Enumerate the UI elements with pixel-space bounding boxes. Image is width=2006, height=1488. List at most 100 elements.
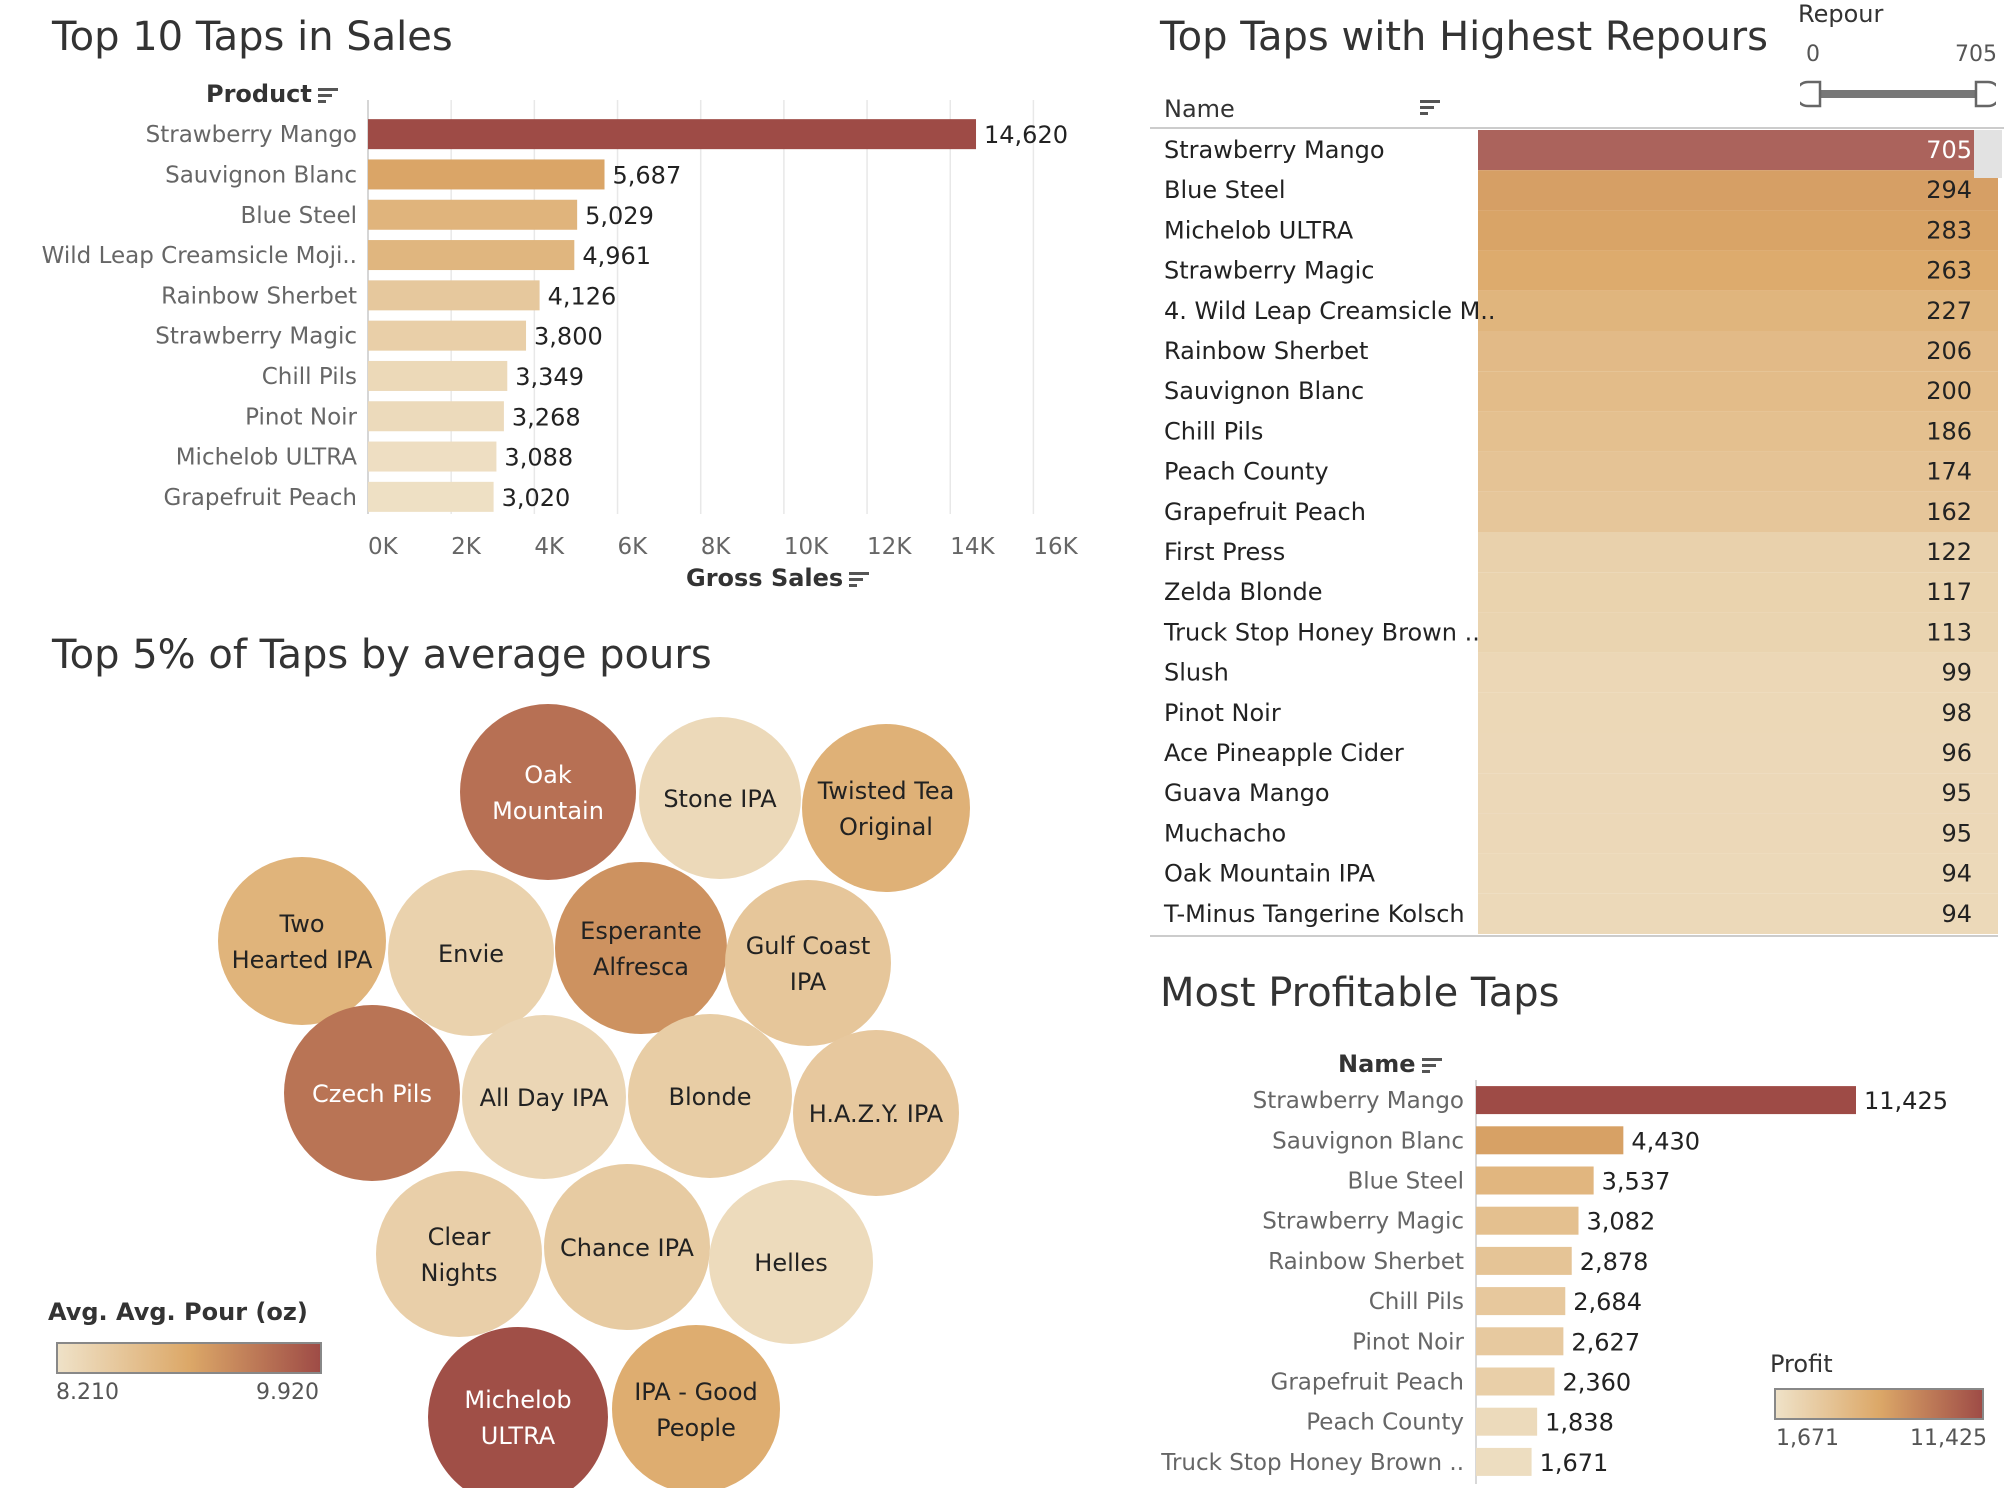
sort-icon[interactable] <box>317 86 340 104</box>
repours-table: Strawberry Mango 705 Blue Steel 294 Michelob… <box>1150 127 2004 937</box>
bubble-label: Envie <box>438 940 504 968</box>
repours-name: Blue Steel <box>1164 176 1286 204</box>
repours-value: 99 <box>1941 659 1972 687</box>
repours-value: 94 <box>1941 900 1972 928</box>
sales-x-tick: 8K <box>701 534 732 560</box>
sales-x-tick: 16K <box>1033 534 1078 560</box>
sales-value-label: 3,800 <box>534 323 603 351</box>
bubble-label: Alfresca <box>593 953 689 981</box>
sales-x-tick: 0K <box>368 534 399 560</box>
bubble-label: Chance IPA <box>560 1234 694 1262</box>
pours-legend-title: Avg. Avg. Pour (oz) <box>48 1298 308 1326</box>
repours-value: 113 <box>1926 618 1972 646</box>
sales-y-label: Product <box>206 80 312 108</box>
repours-value-cell <box>1478 692 1998 733</box>
profit-value-label: 2,878 <box>1580 1248 1649 1276</box>
sales-category-label: Sauvignon Blanc <box>165 162 357 188</box>
bubble-label: Helles <box>754 1249 827 1277</box>
bubble-label: Esperante <box>580 917 702 945</box>
sales-x-header[interactable]: Gross Sales <box>686 564 871 592</box>
sales-value-label: 14,620 <box>984 121 1068 149</box>
repours-value-cell <box>1478 130 1998 171</box>
repours-name: Michelob ULTRA <box>1164 216 1354 244</box>
repours-value-cell <box>1478 451 1998 492</box>
sales-bar-chart: 0K 2K 4K 6K 8K 10K 12K 14K 16K Strawberry Mango 14… <box>42 100 1079 560</box>
profit-legend-title: Profit <box>1770 1350 1833 1378</box>
profit-legend-max: 11,425 <box>1910 1426 1987 1451</box>
repours-value-cell <box>1478 290 1998 331</box>
repours-value: 206 <box>1926 337 1972 365</box>
bubble-label: Two <box>279 910 325 938</box>
repours-value: 186 <box>1926 417 1972 445</box>
profit-category-label: Strawberry Magic <box>1262 1209 1464 1235</box>
profit-category-label: Blue Steel <box>1347 1169 1464 1195</box>
bubble <box>555 862 727 1034</box>
profit-category-label: Chill Pils <box>1369 1289 1464 1315</box>
slider-min-handle[interactable] <box>1800 80 1822 108</box>
repours-name: Sauvignon Blanc <box>1164 377 1364 405</box>
repours-value-cell <box>1478 532 1998 573</box>
repours-scrollbar-thumb <box>1974 130 2002 178</box>
repours-name: Rainbow Sherbet <box>1164 337 1368 365</box>
sales-x-tick: 14K <box>950 534 995 560</box>
profit-y-header[interactable]: Name <box>1338 1050 1444 1078</box>
profit-bar <box>1476 1246 1572 1275</box>
profit-chart-title: Most Profitable Taps <box>1160 970 1560 1016</box>
sort-icon[interactable] <box>1421 1056 1444 1074</box>
repours-value: 96 <box>1941 739 1972 767</box>
repours-value-cell <box>1478 331 1998 372</box>
repours-name: Pinot Noir <box>1164 699 1281 727</box>
bubble-label: Mountain <box>492 797 604 825</box>
repour-slider-max: 705 <box>1955 42 1997 67</box>
bubble-label: H.A.Z.Y. IPA <box>809 1100 944 1128</box>
sales-x-tick: 2K <box>451 534 482 560</box>
sales-category-label: Pinot Noir <box>245 404 357 430</box>
profit-value-label: 3,082 <box>1587 1208 1656 1236</box>
bubble-label: Hearted IPA <box>232 946 373 974</box>
sort-icon[interactable] <box>1420 98 1442 116</box>
repours-name: Strawberry Magic <box>1164 257 1375 285</box>
profit-value-label: 2,627 <box>1571 1328 1640 1356</box>
sort-icon[interactable] <box>849 570 871 588</box>
repours-value: 227 <box>1926 297 1972 325</box>
repours-column-header[interactable]: Name <box>1164 95 1235 123</box>
repours-value-cell <box>1478 411 1998 452</box>
repours-value: 94 <box>1941 860 1972 888</box>
profit-value-label: 2,360 <box>1562 1369 1631 1397</box>
repour-slider-label: Repour <box>1798 0 1884 28</box>
repours-value-cell <box>1478 853 1998 894</box>
profit-category-label: Grapefruit Peach <box>1271 1370 1465 1396</box>
repours-value-cell <box>1478 813 1998 854</box>
repours-value: 174 <box>1926 458 1972 486</box>
repours-name: Guava Mango <box>1164 779 1330 807</box>
bubble-label: IPA <box>790 968 827 996</box>
sales-value-label: 5,687 <box>613 161 682 189</box>
sales-bar <box>368 481 494 512</box>
bubble <box>460 704 636 880</box>
profit-bar <box>1476 1126 1624 1155</box>
bubble <box>639 717 801 879</box>
bubble-label: Czech Pils <box>312 1080 432 1108</box>
repours-value-cell <box>1478 733 1998 774</box>
sales-category-label: Rainbow Sherbet <box>161 283 357 309</box>
sales-value-label: 5,029 <box>585 202 654 230</box>
slider-max-handle[interactable] <box>1974 80 1996 108</box>
profit-category-label: Truck Stop Honey Brown .. <box>1160 1450 1464 1476</box>
repours-name: Slush <box>1164 659 1229 687</box>
repours-name: Truck Stop Honey Brown .. <box>1163 618 1480 646</box>
sales-category-label: Strawberry Magic <box>155 324 357 350</box>
repour-range-slider[interactable] <box>1800 78 1996 110</box>
bubble-label: Clear <box>428 1223 491 1251</box>
sales-y-header[interactable]: Product <box>206 80 340 108</box>
sales-value-label: 3,088 <box>504 444 573 472</box>
slider-track[interactable] <box>1814 90 1982 98</box>
repours-value: 98 <box>1941 699 1972 727</box>
repours-value: 117 <box>1926 578 1972 606</box>
bubble-label: Nights <box>421 1259 498 1287</box>
repours-name: Peach County <box>1164 458 1329 486</box>
bubble-label: Original <box>839 813 933 841</box>
sales-category-label: Chill Pils <box>262 364 357 390</box>
repours-value-cell <box>1478 170 1998 211</box>
bubble <box>802 724 970 892</box>
pours-chart-title: Top 5% of Taps by average pours <box>52 632 712 678</box>
